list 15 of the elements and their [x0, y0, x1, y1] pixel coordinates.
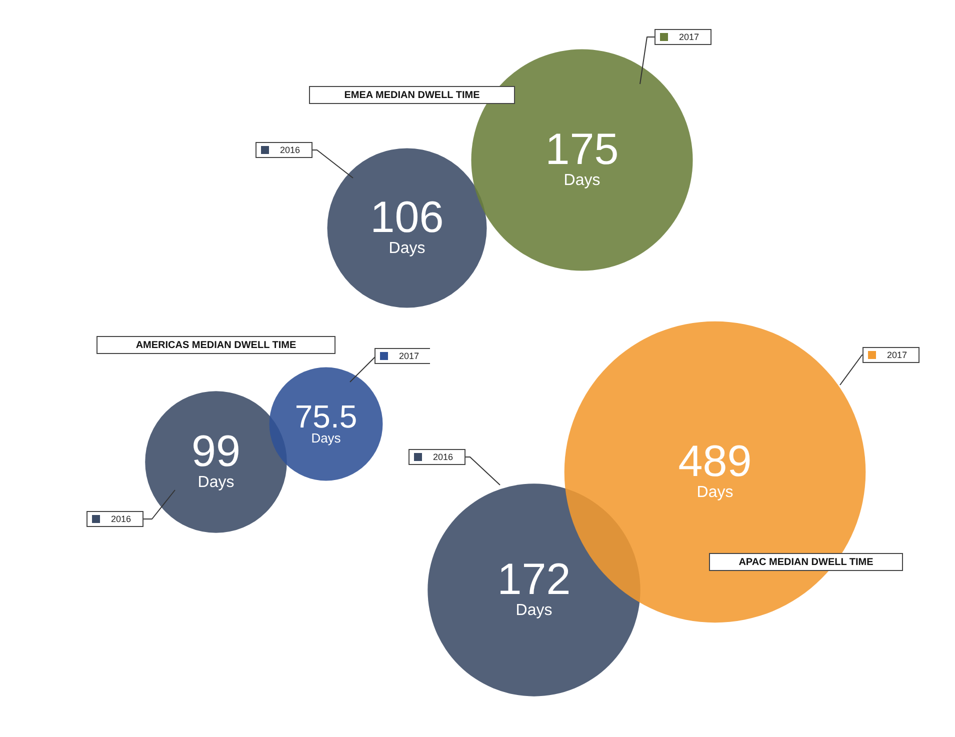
text: AMERICAS MEDIAN DWELL TIME: [136, 340, 297, 351]
category-label: 2016: [432, 452, 454, 462]
text: EMEA MEDIAN DWELL TIME: [344, 90, 480, 101]
data-label: 75.5 Days: [294, 398, 358, 446]
data-label: 106 Days: [370, 193, 444, 257]
data-label: 175 Days: [545, 125, 619, 189]
category-label: 2017: [678, 32, 700, 42]
data-label: 172 Days: [497, 555, 571, 619]
category-label: 2017: [398, 351, 420, 361]
category-label: 2016: [110, 514, 132, 524]
data-label: 99 Days: [192, 427, 240, 491]
category-label: 2017: [886, 350, 908, 360]
text: APAC MEDIAN DWELL TIME: [738, 557, 874, 568]
category-label: 2016: [280, 145, 300, 155]
data-label: 489 Days: [678, 437, 752, 501]
